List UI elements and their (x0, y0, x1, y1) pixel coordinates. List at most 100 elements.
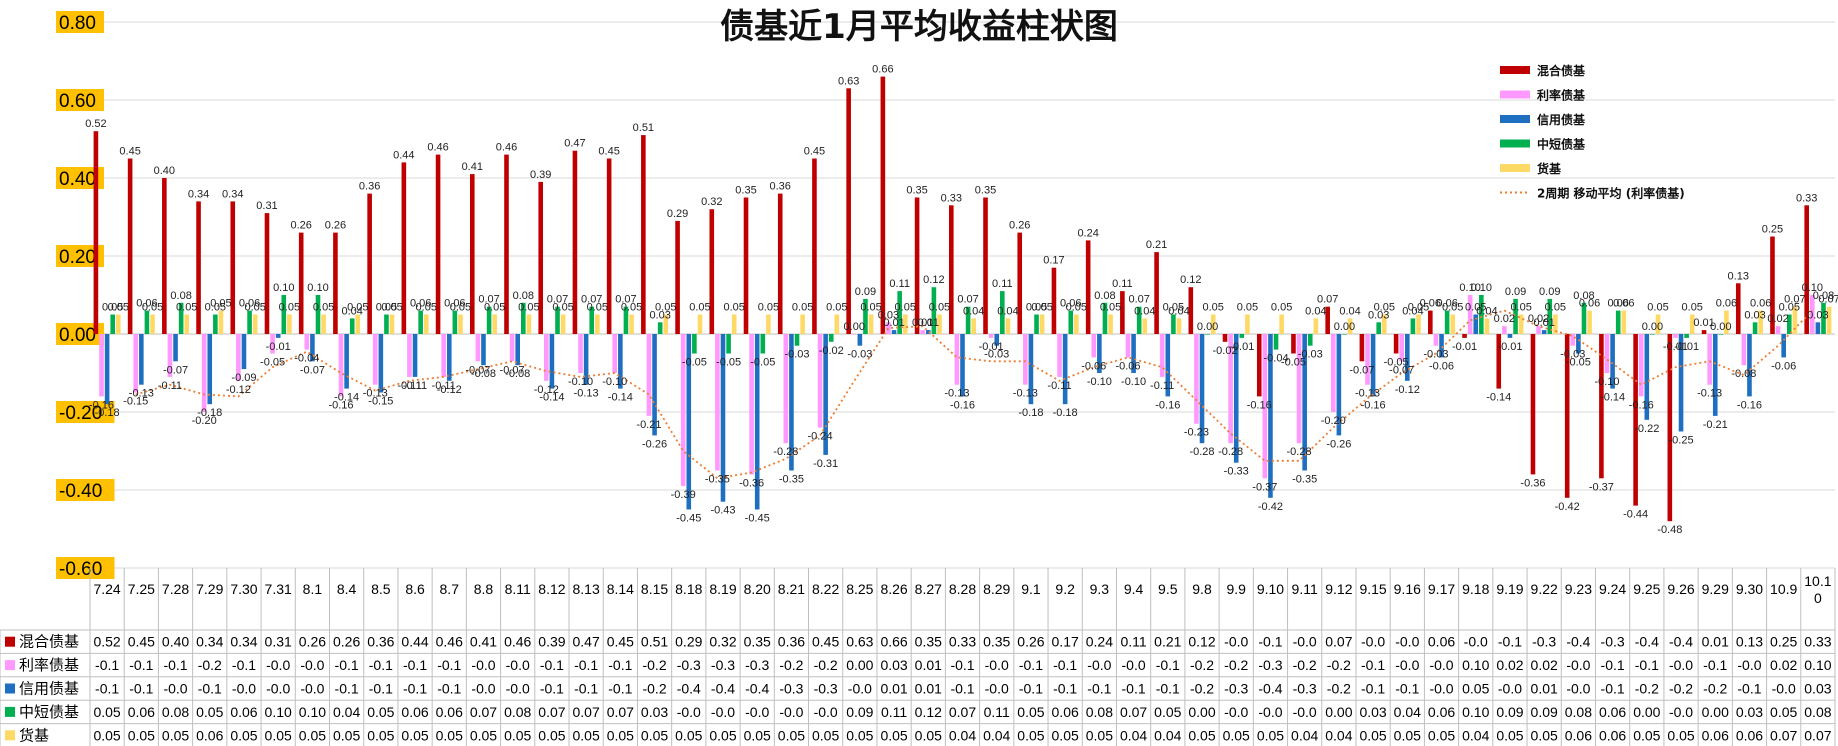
category-label: 9.4 (1124, 581, 1144, 597)
data-label: -0.26 (1326, 438, 1351, 450)
bar (1638, 334, 1644, 397)
bar (184, 314, 190, 334)
data-label: 0.33 (1796, 192, 1817, 204)
table-cell: 0.07 (949, 704, 976, 720)
data-label: -0.16 (1361, 399, 1386, 411)
table-cell: -0.1 (335, 657, 359, 673)
category-label: 8.26 (880, 581, 907, 597)
data-label: -0.11 (1150, 380, 1174, 392)
table-cell: 0.05 (265, 727, 292, 743)
table-cell: -0.1 (369, 657, 393, 673)
data-label: 0.05 (758, 302, 779, 314)
data-label: -0.37 (1252, 481, 1277, 493)
bar (800, 314, 805, 334)
bar (349, 318, 355, 334)
table-cell: 0.11 (984, 704, 1010, 720)
table-cell: -0.0 (779, 704, 803, 720)
table-cell: 0.03 (1359, 704, 1386, 720)
data-label: 0.04 (1402, 305, 1423, 317)
bar (1165, 334, 1171, 397)
table-cell: 0.11 (881, 704, 907, 720)
data-label: -0.20 (1321, 415, 1346, 427)
bar (1724, 310, 1729, 334)
data-label: 0.05 (1647, 302, 1668, 314)
data-label: 0.06 (1716, 298, 1737, 310)
bar (1428, 310, 1433, 334)
bar (515, 334, 520, 366)
table-cell: 0.36 (778, 634, 805, 650)
data-label: 0.07 (547, 294, 568, 306)
table-cell: 0.05 (778, 727, 805, 743)
table-cell: 0.05 (1017, 727, 1044, 743)
data-label: 0.05 (587, 302, 608, 314)
bar (1233, 334, 1239, 463)
data-label: 0.02 (1528, 313, 1549, 325)
bar (1154, 252, 1159, 334)
table-cell: -0.0 (1566, 681, 1590, 697)
data-label: 0.00 (1334, 321, 1355, 333)
y-tick-label: 0.20 (59, 247, 96, 268)
table-cell: -0.2 (1669, 681, 1693, 697)
bar (1268, 334, 1273, 498)
table-cell: 0.05 (744, 727, 771, 743)
table-cell: 0.06 (230, 704, 257, 720)
table-cell: -0.2 (1293, 657, 1317, 673)
bar (606, 158, 612, 334)
bar (1564, 334, 1570, 498)
table-cell: 0.04 (1394, 704, 1421, 720)
table-cell: -0.0 (677, 704, 701, 720)
table-cell: -0.0 (1087, 657, 1111, 673)
data-label: -0.24 (807, 431, 832, 443)
table-cell: 0.05 (367, 704, 394, 720)
bar (201, 334, 207, 412)
data-label: -0.13 (129, 388, 154, 400)
bar (1450, 314, 1456, 334)
category-label: 9.2 (1055, 581, 1075, 597)
table-cell: 0.17 (1052, 634, 1079, 650)
table-cell: -0.4 (1258, 681, 1282, 697)
bar (492, 314, 497, 334)
bar (657, 322, 663, 334)
data-label: -0.45 (745, 513, 770, 525)
table-cell: 0.06 (436, 704, 463, 720)
category-label: 9.9 (1226, 581, 1246, 597)
data-label: 0.11 (889, 278, 910, 290)
chart-title: 债基近1月平均收益柱状图 (720, 7, 1118, 47)
table-cell: 0.05 (1052, 727, 1079, 743)
data-label: 0.08 (1813, 290, 1834, 302)
data-label: -0.01 (1663, 341, 1688, 353)
table-cell: 0.07 (470, 704, 497, 720)
data-label: 0.05 (102, 302, 123, 314)
bar (99, 334, 104, 397)
bar (834, 314, 840, 334)
category-label: 9.15 (1359, 581, 1386, 597)
data-label: 0.03 (1807, 309, 1828, 321)
table-cell: -0.3 (711, 657, 735, 673)
bar (1199, 334, 1205, 444)
bar (1621, 310, 1627, 334)
data-label: -0.05 (716, 357, 741, 369)
table-cell: 0.05 (709, 727, 736, 743)
data-label: 0.34 (188, 188, 209, 200)
category-label: 8.29 (983, 581, 1010, 597)
table-cell: -0.1 (1053, 681, 1077, 697)
table-cell: 0.05 (880, 727, 907, 743)
table-cell: 0.21 (1154, 634, 1181, 650)
bar (828, 334, 834, 342)
bar (794, 334, 800, 346)
legend-key (1500, 139, 1530, 148)
table-cell: 0.05 (436, 727, 463, 743)
table-cell: -0.1 (95, 681, 119, 697)
table-cell: -0.0 (814, 704, 838, 720)
data-label: -0.16 (328, 399, 353, 411)
data-label: -0.12 (437, 384, 462, 396)
data-label: 0.08 (1094, 290, 1115, 302)
table-cell: -0.0 (1772, 681, 1796, 697)
data-label: 0.05 (210, 298, 231, 310)
data-label: 0.33 (941, 192, 962, 204)
bar (851, 334, 857, 335)
bar (1712, 334, 1718, 416)
bar (1758, 310, 1763, 334)
bar (435, 154, 441, 334)
category-label: 9.23 (1565, 581, 1592, 597)
